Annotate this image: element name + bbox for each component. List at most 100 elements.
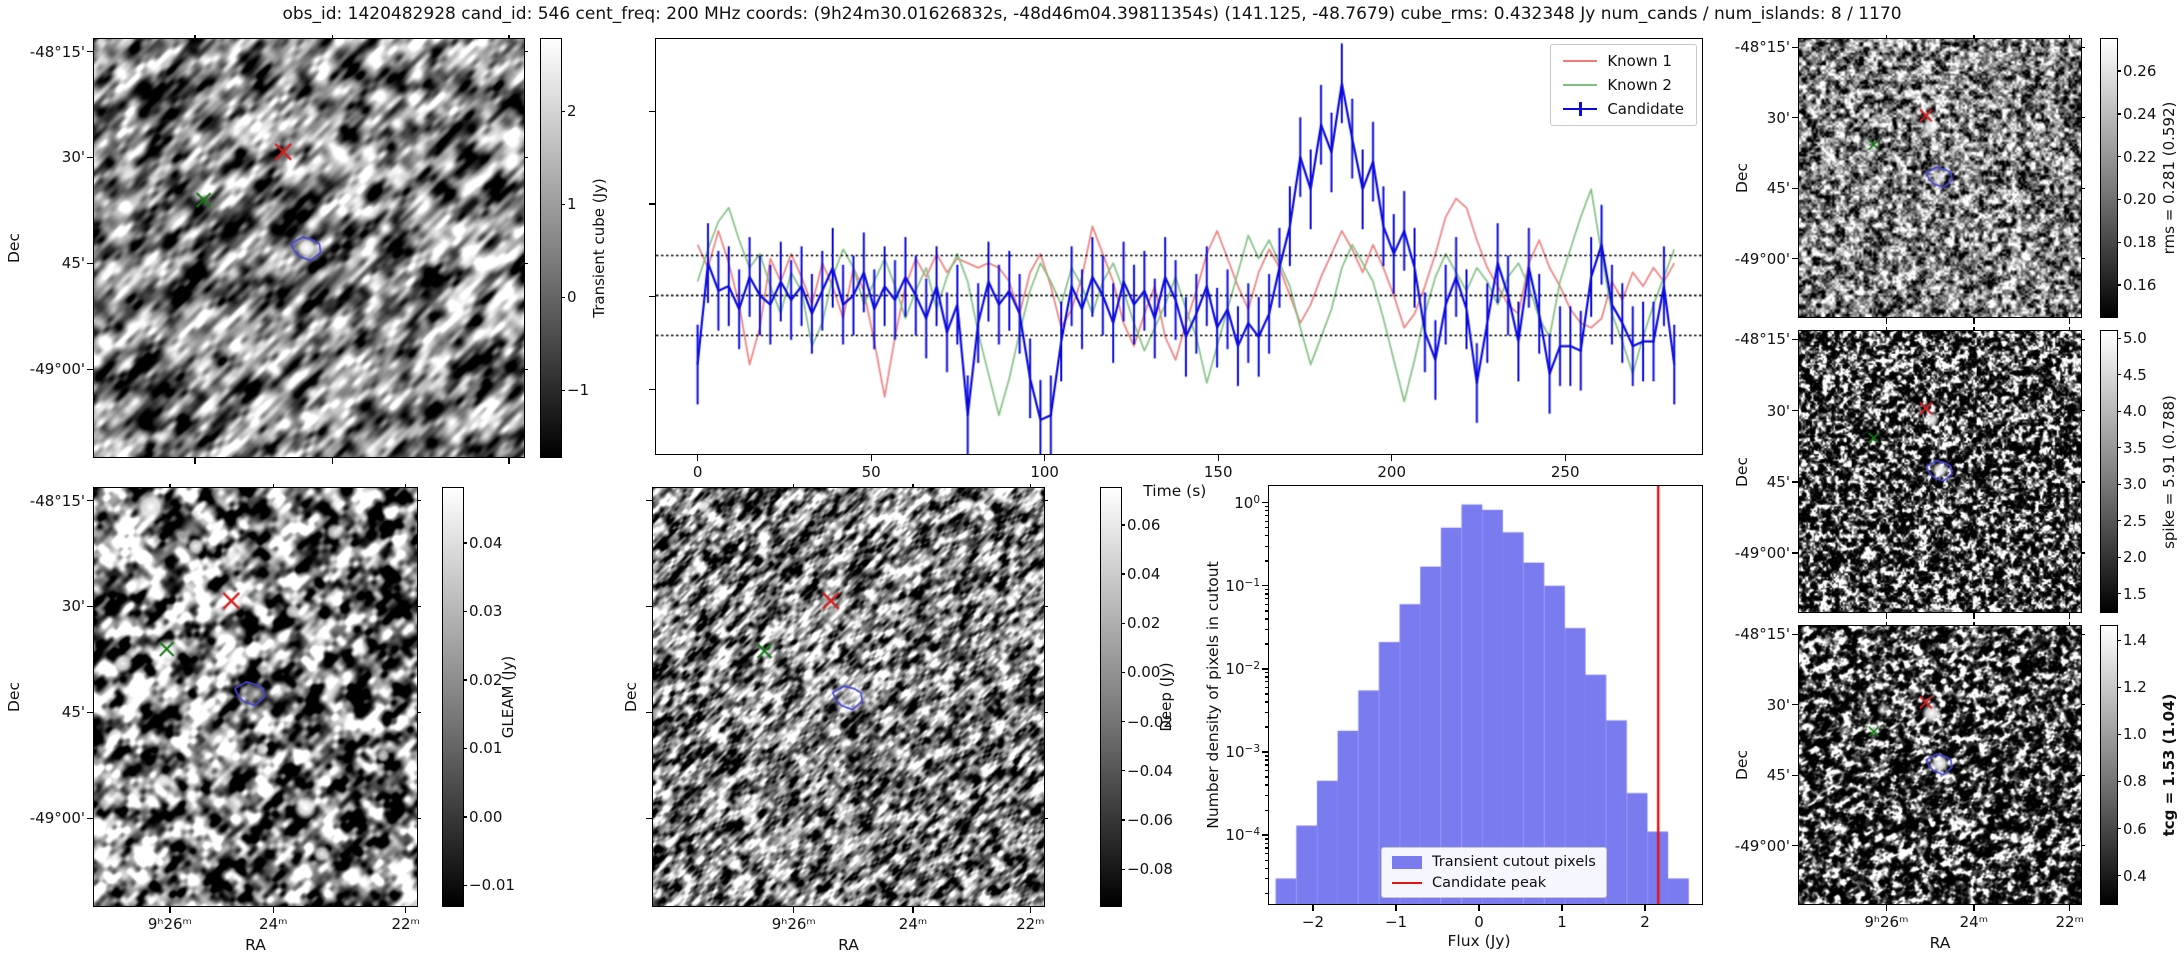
- colorbar-tick-label: 1: [567, 195, 577, 214]
- colorbar-tick-mark: [1121, 524, 1125, 526]
- transient-colorbar-label: Transient cube (Jy): [590, 178, 608, 318]
- legend-label: Known 1: [1607, 52, 1672, 70]
- dec-tick-mark-right: [2081, 338, 2085, 341]
- colorbar-tick-label: 5.0: [2123, 329, 2147, 348]
- colorbar-tick-label: 0.18: [2123, 233, 2157, 252]
- y-minor-tick-mark: [1265, 527, 1269, 529]
- ra-tick-mark: [1885, 317, 1888, 324]
- colorbar-tick-label: −0.04: [1127, 761, 1173, 780]
- dec-tick-label: 30': [1766, 695, 1790, 714]
- x-tick-label: 50: [861, 463, 881, 481]
- ra-tick-mark: [169, 906, 171, 913]
- ra-tick-mark: [1885, 612, 1888, 619]
- y-tick-mark: [1262, 668, 1269, 670]
- dec-tick-label: 45': [61, 254, 85, 273]
- colorbar-tick-mark: [2117, 780, 2121, 783]
- colorbar-tick-mark: [2117, 374, 2121, 376]
- ra-tick-mark: [1973, 612, 1975, 619]
- rms-colorbar: 0.26 0.24 0.22 0.20 0.18 0.16 rms = 0.281 (0.5…: [2100, 38, 2178, 318]
- ra-tick-label: 9ʰ26ᵐ: [771, 915, 816, 933]
- y-minor-tick-mark: [1265, 693, 1269, 695]
- colorbar-tick-mark: [2117, 483, 2121, 485]
- colorbar-tick-mark: [463, 610, 467, 613]
- ra-tick-mark-top: [2069, 327, 2071, 331]
- colorbar-tick-label: 0.26: [2123, 62, 2157, 81]
- colorbar-tick-mark: [463, 747, 467, 750]
- colorbar-tick-label: 0.04: [469, 533, 503, 552]
- x-tick-label: 200: [1377, 463, 1406, 481]
- dec-tick-mark: [87, 156, 94, 158]
- colorbar-tick-label: 0.8: [2123, 772, 2147, 791]
- ra-tick-label: 22ᵐ: [1016, 915, 1045, 933]
- colorbar-tick-mark: [2117, 284, 2121, 286]
- colorbar-tick-mark: [2117, 556, 2121, 558]
- deep-ylabel: Dec: [622, 682, 640, 712]
- deep-xlabel: RA: [838, 936, 859, 954]
- colorbar-tick-label: 1.5: [2123, 584, 2147, 603]
- colorbar-tick-mark: [1121, 770, 1125, 772]
- ra-tick-mark: [1029, 906, 1031, 913]
- y-minor-tick-mark: [1265, 764, 1269, 766]
- dec-tick-mark: [1792, 845, 1799, 847]
- lightcurve-panel: 0 50 100 150 200 250 Time (s) Known 1 Known 2 Can…: [649, 38, 1703, 500]
- ra-tick-mark: [2069, 904, 2071, 911]
- y-tick-mark: [1262, 834, 1269, 836]
- spike-image-canvas: [1799, 331, 2081, 612]
- colorbar-tick-mark: [2117, 733, 2121, 736]
- colorbar-tick-mark: [463, 816, 467, 818]
- y-minor-tick-mark: [1265, 598, 1269, 600]
- ra-tick-mark: [194, 457, 196, 464]
- dec-tick-mark: [87, 499, 94, 502]
- dec-tick-label: -49°00': [29, 360, 85, 379]
- transient-colorbar: 2 1 0 −1 Transient cube (Jy): [540, 38, 608, 458]
- lightcurve-canvas: [656, 39, 1702, 454]
- colorbar-tick-mark: [2117, 639, 2121, 641]
- dec-tick-mark: [87, 262, 94, 265]
- colorbar-tick-mark: [1121, 720, 1125, 723]
- dec-tick-label: 45': [61, 703, 85, 722]
- ra-tick-mark-top: [1973, 622, 1975, 626]
- colorbar-tick-label: 0.06: [1127, 515, 1161, 534]
- x-tick-mark: [1564, 454, 1566, 461]
- dec-tick-mark-right: [2081, 774, 2085, 776]
- y-minor-tick-mark: [1265, 681, 1269, 683]
- tcg-colorbar: 1.4 1.2 1.0 0.8 0.6 0.4 tcg = 1.53 (1.04): [2100, 625, 2178, 905]
- dec-tick-label: -49°00': [1734, 249, 1790, 268]
- dec-tick-mark-right: [2081, 845, 2085, 847]
- x-tick-mark: [1395, 904, 1397, 911]
- y-tick-label: 10 −2: [1225, 660, 1260, 678]
- x-tick-label: 0: [1474, 913, 1484, 931]
- colorbar-tick-mark: [1121, 573, 1125, 575]
- gleam-image-canvas: [94, 488, 417, 906]
- y-minor-tick-mark: [1265, 510, 1269, 512]
- dec-tick-label: -48°15': [29, 42, 85, 61]
- spike-colorbar: 5.0 4.5 4.0 3.5 3.0 2.5 2.0 1.5 spike = 5.91 (0.…: [2100, 329, 2178, 613]
- ra-tick-mark: [332, 457, 334, 464]
- ra-tick-mark-top: [2069, 622, 2071, 626]
- ra-tick-mark-top: [1029, 484, 1031, 488]
- colorbar-tick-label: 1.4: [2123, 631, 2147, 650]
- colorbar-tick-mark: [2117, 113, 2121, 115]
- x-tick-label: 250: [1550, 463, 1580, 481]
- colorbar-tick-mark: [2117, 156, 2121, 158]
- y-minor-tick-mark: [1265, 847, 1269, 849]
- colorbar-tick-label: 0.4: [2123, 866, 2147, 885]
- gleam-xlabel: RA: [245, 936, 266, 954]
- y-tick-label: 10 0: [1234, 494, 1260, 512]
- transient-ylabel: Dec: [5, 233, 23, 263]
- ra-tick-mark-top: [1973, 327, 1975, 331]
- candidate-peak-line-swatch: [1392, 877, 1422, 890]
- colorbar-tick-label: 3.5: [2123, 438, 2147, 457]
- y-tick-exponent: −1: [1244, 576, 1260, 589]
- ra-tick-mark-top: [508, 35, 510, 39]
- ra-tick-mark-top: [194, 35, 196, 39]
- dec-tick-label: -49°00': [1734, 836, 1790, 855]
- colorbar-tick-label: 0.24: [2123, 104, 2157, 123]
- colorbar-tick-mark: [1121, 671, 1125, 674]
- ra-tick-mark-top: [1973, 35, 1975, 39]
- y-minor-tick-mark: [1265, 514, 1269, 517]
- dec-tick-label: -49°00': [29, 809, 85, 828]
- ra-tick-mark: [1885, 904, 1888, 911]
- y-minor-tick-mark: [1265, 603, 1269, 605]
- rms-ylabel: Dec: [1733, 163, 1751, 193]
